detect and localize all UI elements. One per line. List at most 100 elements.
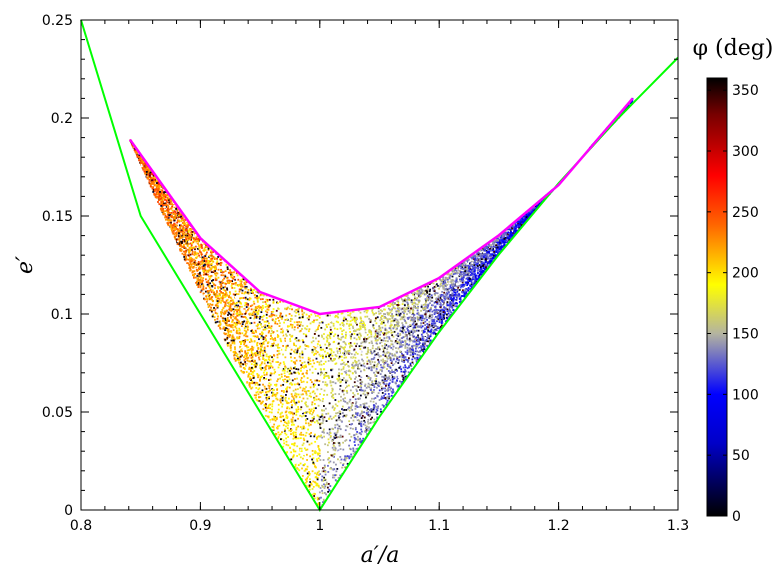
- scatter-point: [316, 438, 318, 440]
- scatter-point: [228, 330, 231, 333]
- scatter-point: [461, 295, 463, 297]
- scatter-point: [399, 334, 402, 336]
- scatter-point: [171, 209, 174, 212]
- scatter-point: [430, 294, 433, 297]
- scatter-point: [504, 241, 507, 243]
- scatter-point: [258, 296, 260, 299]
- scatter-point: [356, 390, 358, 392]
- scatter-point: [382, 339, 385, 342]
- scatter-point: [414, 350, 417, 353]
- scatter-point: [385, 376, 388, 379]
- scatter-point: [349, 334, 352, 337]
- scatter-point: [392, 327, 395, 330]
- scatter-point: [420, 326, 423, 329]
- scatter-point: [373, 366, 376, 369]
- scatter-point: [413, 352, 415, 355]
- scatter-point: [413, 357, 416, 360]
- scatter-point: [264, 406, 267, 409]
- scatter-point: [261, 324, 264, 327]
- scatter-point: [342, 448, 345, 451]
- scatter-point: [496, 250, 499, 253]
- scatter-point: [343, 354, 346, 356]
- scatter-point: [284, 432, 287, 435]
- scatter-point: [384, 374, 387, 377]
- scatter-point: [420, 347, 423, 350]
- scatter-point: [316, 387, 318, 390]
- scatter-point: [425, 300, 427, 303]
- scatter-point: [201, 263, 203, 265]
- scatter-point: [391, 348, 394, 351]
- scatter-point: [319, 425, 321, 428]
- scatter-point: [424, 324, 427, 326]
- scatter-point: [234, 324, 237, 326]
- scatter-point: [409, 362, 412, 365]
- scatter-point: [251, 377, 254, 379]
- scatter-point: [288, 378, 291, 381]
- scatter-point: [236, 353, 239, 356]
- scatter-point: [284, 337, 287, 340]
- scatter-point: [455, 270, 458, 272]
- scatter-point: [343, 348, 346, 351]
- scatter-point: [311, 320, 314, 323]
- scatter-point: [434, 309, 436, 312]
- scatter-point: [232, 329, 235, 332]
- scatter-point: [283, 372, 286, 375]
- scatter-point: [373, 364, 376, 367]
- scatter-point: [216, 323, 219, 326]
- scatter-point: [193, 246, 196, 249]
- scatter-point: [344, 333, 347, 336]
- scatter-point: [289, 446, 291, 449]
- scatter-point: [338, 444, 341, 447]
- scatter-point: [203, 269, 206, 272]
- scatter-point: [282, 424, 285, 427]
- scatter-point: [390, 390, 393, 393]
- scatter-point: [262, 371, 265, 374]
- scatter-point: [454, 291, 457, 294]
- scatter-point: [247, 349, 250, 352]
- scatter-point: [249, 367, 252, 370]
- scatter-point: [443, 280, 446, 283]
- scatter-point: [307, 361, 310, 364]
- scatter-point: [353, 316, 356, 319]
- scatter-point: [220, 301, 222, 304]
- scatter-point: [265, 353, 268, 356]
- scatter-point: [312, 383, 315, 386]
- scatter-point: [384, 308, 386, 311]
- scatter-point: [387, 384, 390, 387]
- scatter-point: [451, 284, 454, 287]
- scatter-point: [379, 373, 382, 375]
- scatter-point: [391, 308, 393, 311]
- scatter-point: [297, 406, 300, 408]
- scatter-point: [270, 397, 272, 399]
- scatter-point: [197, 252, 200, 255]
- scatter-point: [426, 340, 429, 343]
- scatter-point: [325, 493, 327, 496]
- scatter-point: [359, 406, 362, 408]
- scatter-point: [280, 331, 282, 334]
- scatter-point: [295, 414, 298, 416]
- scatter-point: [360, 342, 363, 345]
- scatter-point: [270, 335, 272, 337]
- scatter-point: [291, 395, 294, 398]
- scatter-point: [349, 320, 352, 323]
- scatter-point: [318, 321, 321, 324]
- scatter-point: [432, 290, 435, 292]
- scatter-point: [212, 279, 215, 281]
- scatter-point: [436, 306, 439, 308]
- scatter-point: [434, 315, 437, 318]
- scatter-point: [439, 299, 442, 302]
- scatter-point: [258, 350, 261, 353]
- scatter-point: [285, 381, 288, 384]
- scatter-point: [516, 228, 519, 231]
- scatter-point: [360, 319, 363, 322]
- scatter-point: [235, 327, 238, 330]
- scatter-point: [148, 182, 151, 185]
- scatter-point: [419, 355, 422, 358]
- scatter-point: [387, 387, 389, 390]
- scatter-point: [431, 296, 434, 299]
- scatter-point: [439, 317, 442, 320]
- scatter-point: [251, 312, 254, 315]
- scatter-point: [269, 337, 272, 340]
- scatter-point: [284, 428, 286, 431]
- scatter-point: [255, 394, 258, 397]
